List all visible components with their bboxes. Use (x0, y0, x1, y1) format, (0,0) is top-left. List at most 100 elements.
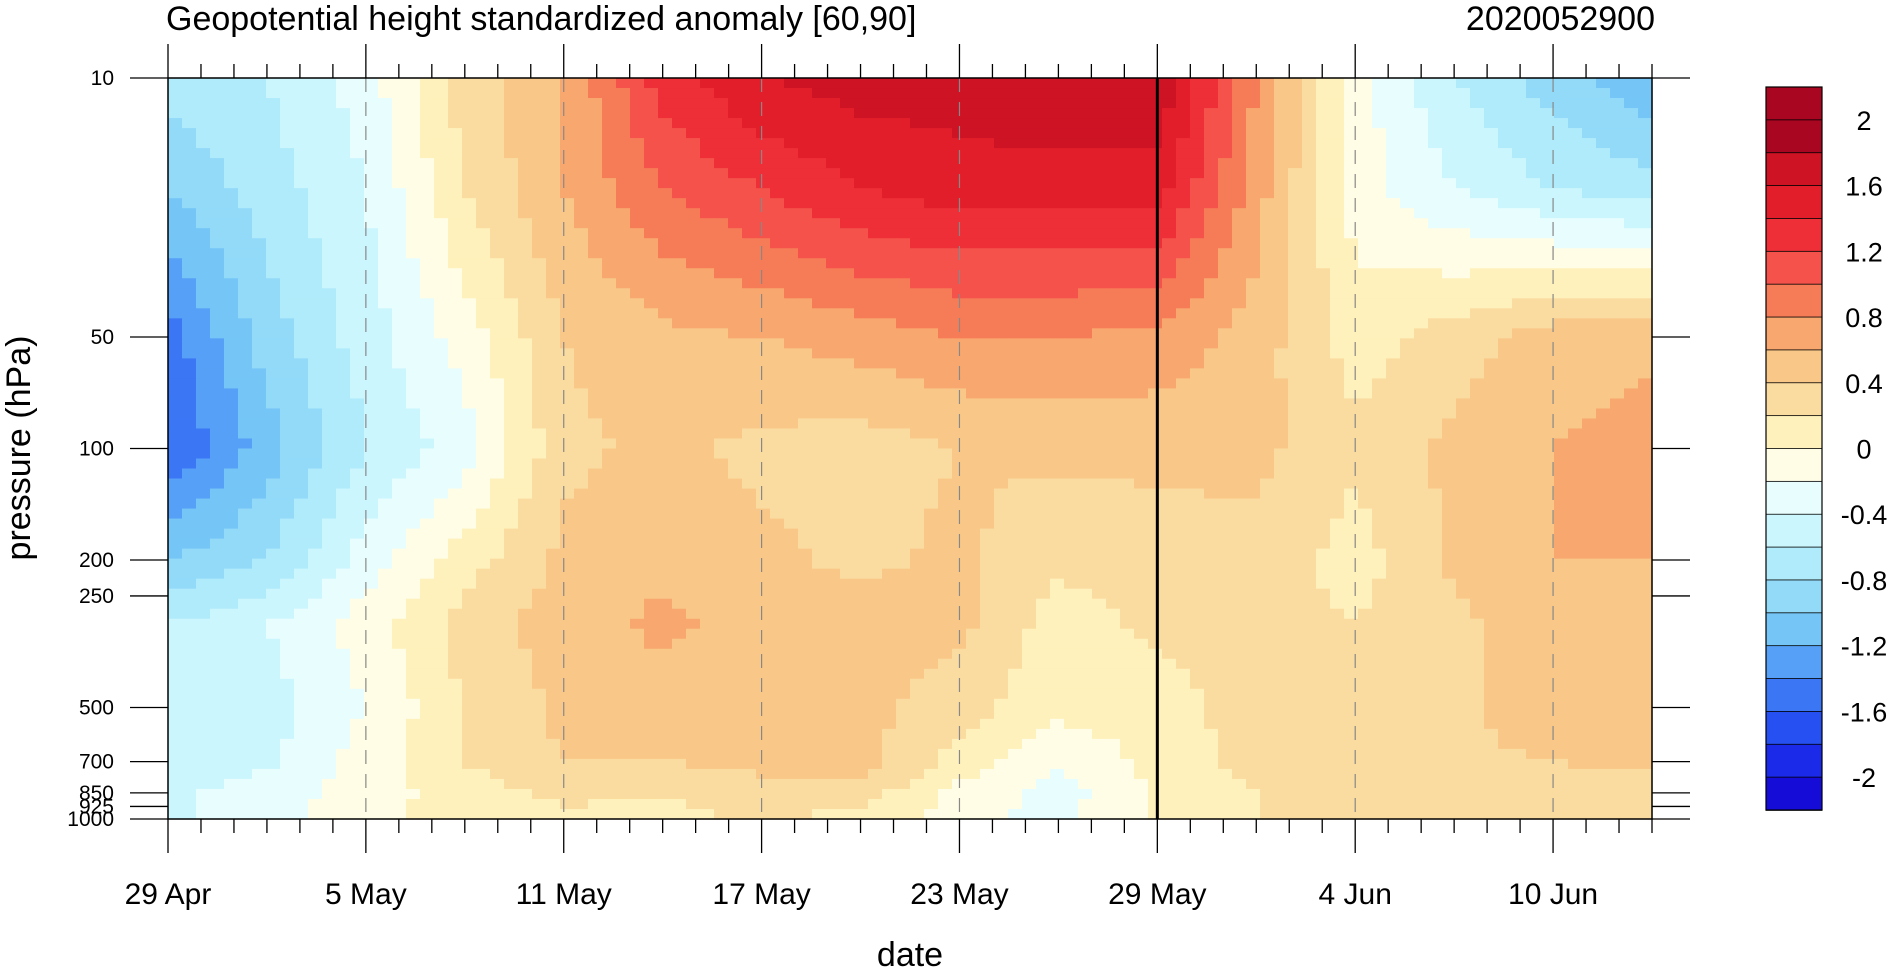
contour-cell (1008, 338, 1023, 349)
contour-cell (644, 498, 659, 510)
contour-cell (1232, 278, 1247, 289)
contour-cell (546, 178, 561, 189)
contour-cell (742, 338, 757, 349)
contour-cell (616, 328, 631, 339)
contour-cell (868, 418, 883, 430)
contour-cell (1302, 228, 1317, 239)
contour-cell (728, 148, 743, 159)
contour-cell (504, 378, 519, 390)
contour-cell (364, 118, 379, 129)
contour-cell (938, 128, 953, 139)
contour-cell (770, 408, 785, 420)
contour-cell (308, 538, 323, 550)
contour-cell (462, 538, 477, 550)
contour-cell (210, 318, 225, 329)
contour-cell (994, 518, 1009, 530)
contour-cell (1484, 228, 1499, 239)
contour-cell (336, 368, 351, 379)
contour-cell (1344, 318, 1359, 329)
contour-cell (196, 418, 211, 430)
contour-cell (546, 378, 561, 390)
contour-cell (1414, 288, 1429, 299)
contour-cell (182, 278, 197, 289)
contour-cell (182, 388, 197, 400)
contour-cell (434, 478, 449, 490)
contour-cell (1022, 408, 1037, 420)
contour-cell (1148, 538, 1163, 550)
contour-cell (938, 208, 953, 219)
contour-cell (1568, 148, 1583, 159)
contour-cell (238, 358, 253, 369)
contour-cell (196, 408, 211, 420)
contour-cell (1610, 98, 1625, 109)
contour-cell (210, 528, 225, 540)
contour-cell (630, 458, 645, 470)
contour-cell (406, 398, 421, 410)
contour-cell (1330, 538, 1345, 550)
contour-cell (1022, 168, 1037, 179)
contour-field (168, 78, 1653, 820)
contour-cell (1372, 128, 1387, 139)
contour-cell (1246, 458, 1261, 470)
contour-cell (308, 398, 323, 410)
contour-cell (896, 228, 911, 239)
contour-cell (406, 488, 421, 500)
contour-cell (588, 98, 603, 109)
contour-cell (1358, 328, 1373, 339)
contour-cell (378, 418, 393, 430)
contour-cell (574, 488, 589, 500)
contour-cell (1372, 508, 1387, 520)
contour-cell (294, 418, 309, 430)
contour-cell (546, 528, 561, 540)
contour-cell (714, 528, 729, 540)
contour-cell (308, 258, 323, 269)
contour-cell (210, 148, 225, 159)
contour-cell (1330, 398, 1345, 410)
contour-cell (560, 398, 575, 410)
contour-cell (868, 268, 883, 279)
contour-cell (924, 418, 939, 430)
contour-cell (966, 388, 981, 400)
contour-cell (406, 218, 421, 229)
contour-cell (1092, 418, 1107, 430)
contour-cell (322, 438, 337, 450)
contour-cell (560, 208, 575, 219)
contour-cell (1008, 348, 1023, 359)
contour-cell (504, 188, 519, 199)
contour-cell (504, 178, 519, 189)
contour-cell (938, 518, 953, 530)
contour-cell (1036, 178, 1051, 189)
contour-cell (770, 318, 785, 329)
contour-cell (1400, 298, 1415, 309)
contour-cell (1288, 508, 1303, 520)
contour-cell (882, 438, 897, 450)
contour-cell (812, 368, 827, 379)
contour-cell (938, 138, 953, 149)
contour-cell (434, 378, 449, 390)
contour-cell (1540, 178, 1555, 189)
contour-cell (686, 248, 701, 259)
contour-cell (1008, 488, 1023, 500)
contour-cell (364, 188, 379, 199)
contour-cell (476, 488, 491, 500)
contour-cell (742, 268, 757, 279)
contour-cell (1022, 288, 1037, 299)
contour-cell (1316, 308, 1331, 319)
contour-cell (938, 538, 953, 550)
contour-cell (518, 468, 533, 480)
contour-cell (1456, 238, 1471, 249)
contour-cell (1582, 478, 1597, 490)
contour-cell (854, 248, 869, 259)
contour-cell (378, 98, 393, 109)
contour-cell (1092, 208, 1107, 219)
contour-cell (350, 98, 365, 109)
contour-cell (1414, 138, 1429, 149)
contour-cell (588, 118, 603, 129)
contour-cell (1190, 498, 1205, 510)
contour-cell (770, 128, 785, 139)
contour-cell (490, 358, 505, 369)
contour-cell (1456, 118, 1471, 129)
contour-cell (1358, 198, 1373, 209)
contour-cell (364, 88, 379, 99)
contour-cell (196, 78, 211, 89)
